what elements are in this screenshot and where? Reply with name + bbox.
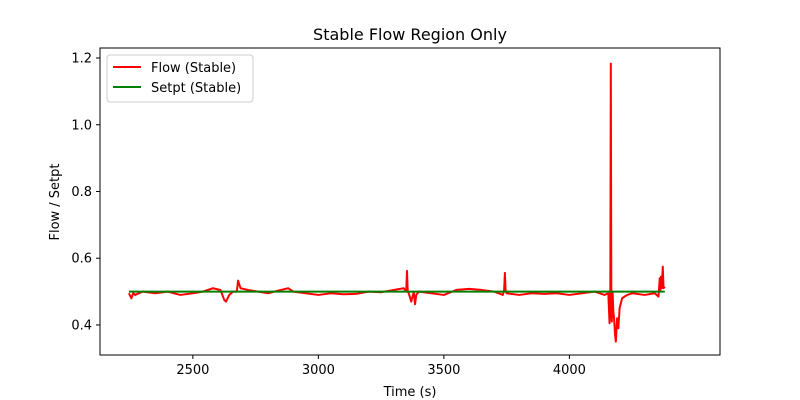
- x-axis-label: Time (s): [383, 385, 437, 400]
- y-tick-label: 1.2: [71, 52, 92, 67]
- y-tick-label: 0.6: [71, 252, 92, 267]
- legend: Flow (Stable) Setpt (Stable): [106, 54, 254, 103]
- x-tick-label: 3500: [427, 363, 460, 378]
- y-axis-label: Flow / Setpt: [48, 163, 63, 240]
- plot-frame: [99, 47, 721, 356]
- y-axis: 0.4 0.6 0.8 1.0 1.2: [71, 52, 100, 333]
- plot-lines: [127, 62, 666, 343]
- y-tick-label: 0.4: [71, 318, 92, 333]
- x-tick-label: 4000: [553, 363, 586, 378]
- chart-title: Stable Flow Region Only: [313, 25, 507, 44]
- x-tick-label: 3000: [302, 363, 335, 378]
- legend-box: [106, 54, 254, 103]
- legend-label-flow: Flow (Stable): [151, 61, 236, 76]
- legend-label-setpt: Setpt (Stable): [151, 81, 241, 96]
- x-axis: 2500 3000 3500 4000: [176, 355, 586, 378]
- y-tick-label: 0.8: [71, 185, 92, 200]
- y-tick-label: 1.0: [71, 118, 92, 133]
- flow-series-line: [127, 62, 666, 343]
- x-tick-label: 2500: [176, 363, 209, 378]
